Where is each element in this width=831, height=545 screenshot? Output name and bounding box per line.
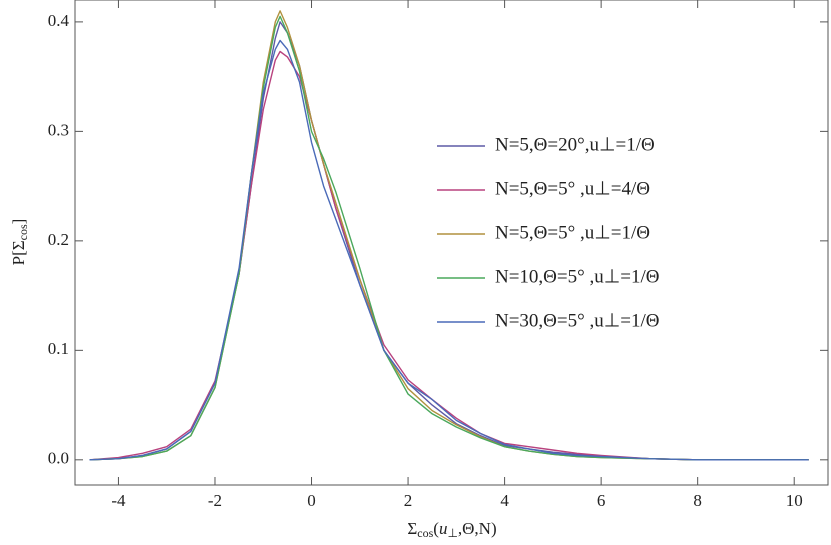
x-tick-label: 4: [500, 491, 509, 510]
y-label-sub: cos: [16, 224, 30, 240]
y-label-part: P[Σ: [9, 240, 28, 265]
y-tick-label: 0.2: [48, 230, 69, 249]
x-tick-label: 2: [404, 491, 413, 510]
x-axis-label: Σcos(u⊥,Θ,N): [407, 519, 496, 540]
x-tick-label: 0: [307, 491, 316, 510]
series-line: [89, 50, 809, 461]
legend-label: N=5,Θ=20°,u⊥=1/Θ: [495, 134, 655, 155]
y-axis-label: P[Σcos]: [9, 219, 30, 266]
y-tick-label: 0.1: [48, 339, 69, 358]
x-label-part: u: [439, 519, 448, 538]
series-line: [89, 21, 809, 461]
x-tick-label: 8: [693, 491, 702, 510]
legend-label: N=5,Θ=5° ,u⊥=4/Θ: [495, 178, 650, 199]
legend-label: N=5,Θ=5° ,u⊥=1/Θ: [495, 222, 650, 243]
series-line: [89, 15, 809, 461]
x-tick-label: -2: [208, 491, 222, 510]
y-label-part: ]: [9, 219, 28, 225]
x-tick-label: -4: [111, 491, 126, 510]
plot-frame: [74, 0, 829, 486]
y-tick-label: 0.4: [48, 11, 70, 30]
legend-label: N=30,Θ=5° ,u⊥=1/Θ: [495, 310, 660, 331]
series-line: [89, 10, 809, 461]
x-label-sub: cos: [417, 526, 433, 540]
y-tick-label: 0.0: [48, 449, 69, 468]
x-tick-label: 6: [597, 491, 606, 510]
x-tick-label: 10: [786, 491, 803, 510]
legend-label: N=10,Θ=5° ,u⊥=1/Θ: [495, 266, 660, 287]
y-tick-label: 0.3: [48, 120, 69, 139]
x-label-part: Σ: [407, 519, 417, 538]
x-label-sub: ⊥: [447, 526, 457, 540]
x-label-part: (: [433, 519, 439, 538]
series-line: [89, 39, 809, 461]
x-label-part: ,Θ,N): [458, 519, 497, 538]
